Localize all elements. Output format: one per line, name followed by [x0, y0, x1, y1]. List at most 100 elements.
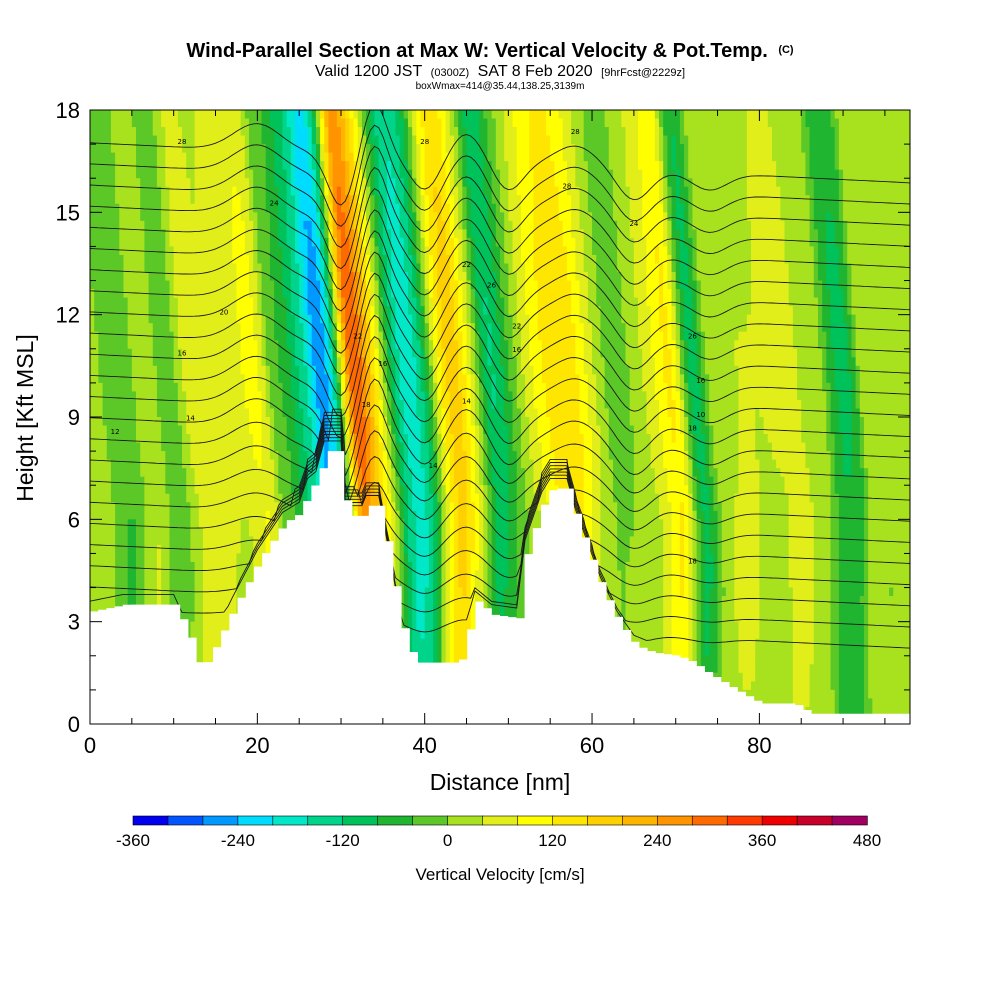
velocity-cell	[541, 186, 547, 196]
velocity-cell	[177, 186, 183, 196]
velocity-cell	[725, 110, 731, 120]
velocity-cell	[257, 254, 263, 265]
velocity-cell	[566, 178, 572, 188]
velocity-cell	[667, 127, 673, 137]
velocity-cell	[688, 263, 694, 273]
velocity-cell	[349, 289, 355, 299]
velocity-cell	[303, 314, 309, 324]
velocity-cell	[156, 297, 162, 307]
velocity-cell	[433, 178, 438, 188]
velocity-cell	[562, 144, 568, 154]
velocity-cell	[311, 110, 317, 120]
velocity-cell	[416, 118, 422, 128]
velocity-cell	[336, 212, 342, 222]
velocity-cell	[324, 110, 330, 120]
velocity-cell	[579, 272, 585, 282]
velocity-cell	[805, 280, 811, 290]
velocity-cell	[303, 118, 309, 128]
velocity-cell	[491, 186, 497, 196]
velocity-cell	[596, 144, 601, 154]
velocity-cell	[202, 280, 208, 290]
velocity-cell	[336, 237, 342, 248]
velocity-cell	[269, 306, 275, 316]
velocity-cell	[901, 144, 907, 154]
velocity-cell	[378, 144, 384, 154]
velocity-cell	[265, 237, 271, 248]
velocity-cell	[299, 323, 304, 333]
velocity-cell	[592, 152, 597, 162]
velocity-cell	[173, 169, 179, 179]
velocity-cell	[315, 229, 321, 239]
velocity-cell	[884, 144, 890, 154]
velocity-cell	[131, 254, 137, 265]
velocity-cell	[755, 237, 760, 248]
velocity-cell	[780, 237, 786, 248]
velocity-cell	[617, 161, 622, 171]
velocity-cell	[822, 220, 827, 230]
velocity-cell	[901, 314, 907, 324]
velocity-cell	[290, 186, 296, 196]
velocity-cell	[805, 254, 811, 265]
velocity-cell	[378, 203, 384, 213]
velocity-cell	[579, 110, 585, 120]
velocity-cell	[830, 220, 836, 230]
velocity-cell	[562, 272, 568, 282]
velocity-cell	[868, 229, 873, 239]
velocity-cell	[868, 186, 873, 196]
velocity-cell	[420, 178, 426, 188]
velocity-cell	[412, 144, 417, 154]
velocity-cell	[834, 246, 840, 256]
velocity-cell	[479, 297, 484, 307]
velocity-cell	[445, 212, 451, 222]
velocity-cell	[801, 254, 806, 265]
velocity-cell	[215, 152, 221, 162]
velocity-cell	[696, 289, 702, 299]
velocity-cell	[182, 280, 187, 290]
velocity-cell	[366, 203, 371, 213]
velocity-cell	[324, 144, 330, 154]
velocity-cell	[286, 289, 292, 299]
velocity-cell	[596, 297, 601, 307]
velocity-cell	[633, 186, 639, 196]
velocity-cell	[671, 289, 677, 299]
velocity-cell	[884, 297, 890, 307]
velocity-cell	[378, 314, 384, 324]
velocity-cell	[855, 144, 861, 154]
velocity-cell	[525, 127, 530, 137]
velocity-cell	[817, 272, 823, 282]
velocity-cell	[617, 212, 622, 222]
velocity-cell	[558, 237, 564, 248]
velocity-cell	[428, 169, 434, 179]
velocity-cell	[709, 254, 714, 265]
velocity-cell	[453, 212, 459, 222]
velocity-cell	[696, 297, 702, 307]
velocity-cell	[366, 229, 371, 239]
velocity-cell	[466, 254, 472, 265]
velocity-cell	[868, 161, 873, 171]
velocity-cell	[817, 152, 823, 162]
velocity-cell	[274, 220, 279, 230]
velocity-cell	[248, 195, 254, 205]
velocity-cell	[274, 110, 279, 120]
velocity-cell	[353, 272, 359, 282]
velocity-cell	[345, 323, 350, 333]
velocity-cell	[156, 186, 162, 196]
velocity-cell	[441, 178, 447, 188]
velocity-cell	[742, 212, 748, 222]
velocity-cell	[550, 169, 555, 179]
velocity-cell	[161, 195, 166, 205]
velocity-cell	[474, 203, 480, 213]
velocity-cell	[437, 323, 443, 333]
velocity-cell	[679, 161, 685, 171]
velocity-cell	[374, 135, 380, 145]
velocity-cell	[755, 212, 760, 222]
velocity-cell	[240, 110, 246, 120]
velocity-cell	[161, 314, 166, 324]
velocity-cell	[663, 263, 668, 273]
velocity-cell	[763, 178, 769, 188]
velocity-cell	[809, 152, 815, 162]
velocity-cell	[500, 263, 505, 273]
velocity-cell	[809, 229, 815, 239]
velocity-cell	[328, 127, 334, 137]
velocity-cell	[851, 186, 857, 196]
